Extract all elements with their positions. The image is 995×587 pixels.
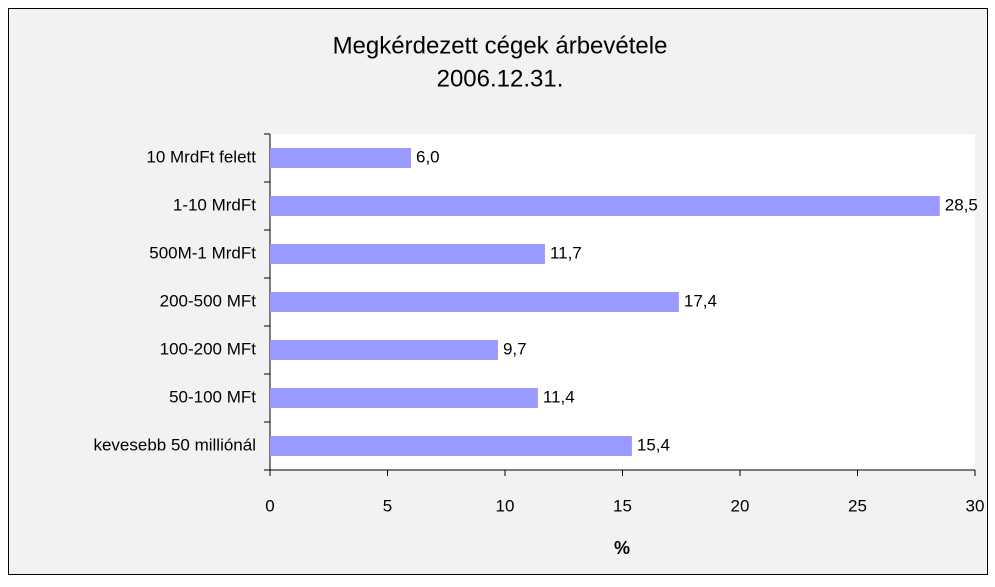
y-tick-label: 1-10 MrdFt <box>173 195 256 214</box>
x-tick-label: 10 <box>496 496 515 515</box>
data-label: 6,0 <box>416 147 440 166</box>
x-tick-label: 25 <box>848 496 867 515</box>
bar <box>270 340 498 360</box>
x-tick-label: 5 <box>383 496 392 515</box>
y-tick-label: 50-100 MFt <box>169 387 256 406</box>
chart-subtitle: 2006.12.31. <box>437 65 564 92</box>
bar <box>270 292 679 312</box>
x-tick-label: 20 <box>731 496 750 515</box>
data-label: 9,7 <box>503 339 527 358</box>
x-tick-label: 15 <box>613 496 632 515</box>
bar <box>270 244 545 264</box>
y-tick-label: kevesebb 50 milliónál <box>93 435 256 454</box>
y-tick-label: 10 MrdFt felett <box>146 147 256 166</box>
x-tick-label: 0 <box>265 496 274 515</box>
data-label: 11,7 <box>550 243 582 262</box>
data-label: 15,4 <box>637 435 670 454</box>
bar <box>270 148 411 168</box>
data-label: 17,4 <box>684 291 717 310</box>
bar <box>270 196 940 216</box>
bar <box>270 436 632 456</box>
x-tick-label: 30 <box>966 496 985 515</box>
x-axis-label: % <box>614 538 630 558</box>
bar <box>270 388 538 408</box>
chart-title: Megkérdezett cégek árbevétele <box>333 32 668 59</box>
y-tick-label: 500M-1 MrdFt <box>149 243 256 262</box>
data-label: 11,4 <box>543 387 575 406</box>
y-tick-label: 100-200 MFt <box>160 339 257 358</box>
y-tick-label: 200-500 MFt <box>160 291 257 310</box>
data-label: 28,5 <box>945 195 978 214</box>
